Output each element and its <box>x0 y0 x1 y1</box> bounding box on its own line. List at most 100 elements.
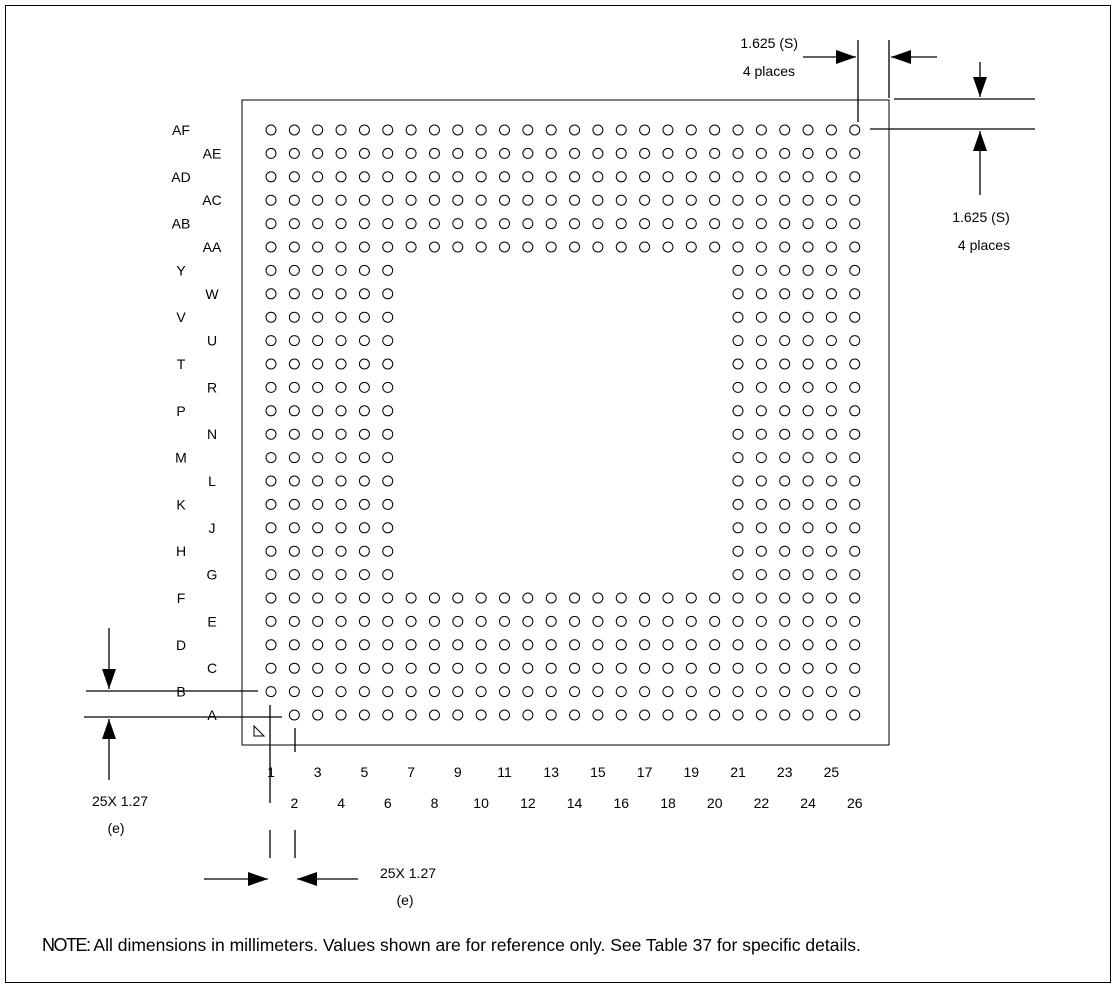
solder-ball <box>755 639 767 651</box>
solder-ball <box>849 709 861 721</box>
solder-ball <box>382 639 394 651</box>
solder-ball <box>849 218 861 230</box>
solder-ball <box>312 498 324 510</box>
solder-ball <box>755 241 767 253</box>
solder-ball <box>475 218 487 230</box>
solder-ball <box>639 686 651 698</box>
solder-ball <box>265 498 277 510</box>
solder-ball <box>288 381 300 393</box>
solder-ball <box>755 592 767 604</box>
solder-ball <box>335 218 347 230</box>
solder-ball <box>545 194 557 206</box>
solder-ball <box>709 686 721 698</box>
solder-ball <box>475 241 487 253</box>
solder-ball <box>639 592 651 604</box>
solder-ball <box>849 288 861 300</box>
solder-ball <box>382 569 394 581</box>
row-label: C <box>207 660 217 676</box>
solder-ball <box>335 639 347 651</box>
solder-ball <box>405 662 417 674</box>
solder-ball <box>732 592 744 604</box>
solder-ball <box>358 405 370 417</box>
solder-ball <box>452 686 464 698</box>
solder-ball <box>265 686 277 698</box>
solder-ball <box>755 335 767 347</box>
solder-ball <box>499 592 510 604</box>
solder-ball <box>569 686 581 698</box>
solder-ball <box>755 405 767 417</box>
right-dimension-value: 1.625 (S) <box>952 209 1010 225</box>
solder-ball <box>592 147 604 159</box>
solder-ball <box>288 147 300 159</box>
solder-ball <box>685 218 697 230</box>
column-label: 16 <box>614 795 630 811</box>
solder-ball <box>545 241 557 253</box>
solder-ball <box>312 335 324 347</box>
solder-ball <box>358 241 370 253</box>
solder-ball <box>265 452 277 464</box>
solder-ball <box>849 381 861 393</box>
solder-ball <box>475 615 487 627</box>
solder-ball <box>335 171 347 183</box>
row-label: K <box>176 496 186 512</box>
solder-ball <box>312 147 324 159</box>
solder-ball <box>428 124 440 136</box>
solder-ball <box>662 662 674 674</box>
solder-ball <box>662 124 674 136</box>
solder-ball <box>639 709 651 721</box>
solder-ball <box>732 709 744 721</box>
solder-ball <box>732 522 744 534</box>
solder-ball <box>499 686 510 698</box>
solder-ball <box>335 498 347 510</box>
solder-ball <box>592 124 604 136</box>
solder-ball <box>685 147 697 159</box>
solder-ball <box>825 592 837 604</box>
solder-ball <box>382 498 394 510</box>
column-label: 7 <box>407 764 415 780</box>
solder-ball <box>382 592 394 604</box>
solder-ball <box>802 569 814 581</box>
solder-ball <box>569 147 581 159</box>
solder-ball <box>592 171 604 183</box>
solder-ball <box>825 639 837 651</box>
solder-ball <box>592 639 604 651</box>
solder-ball <box>569 639 581 651</box>
solder-ball <box>825 311 837 323</box>
solder-ball <box>475 147 487 159</box>
solder-ball <box>358 475 370 487</box>
solder-ball <box>475 639 487 651</box>
solder-ball <box>732 381 744 393</box>
solder-ball <box>499 662 510 674</box>
solder-ball <box>288 311 300 323</box>
solder-ball <box>312 218 324 230</box>
solder-ball <box>779 452 791 464</box>
solder-ball <box>475 194 487 206</box>
solder-ball <box>405 124 417 136</box>
solder-ball <box>755 686 767 698</box>
solder-ball <box>545 147 557 159</box>
solder-ball <box>265 311 277 323</box>
column-label: 5 <box>361 764 369 780</box>
solder-ball <box>592 241 604 253</box>
solder-ball <box>615 662 627 674</box>
figure-frame <box>5 5 1111 983</box>
solder-ball <box>825 545 837 557</box>
solder-ball <box>265 358 277 370</box>
solder-ball <box>849 452 861 464</box>
solder-ball <box>802 358 814 370</box>
solder-ball <box>732 405 744 417</box>
solder-ball <box>662 194 674 206</box>
column-label: 9 <box>454 764 462 780</box>
left-dimension-value: 25X 1.27 <box>92 793 148 809</box>
solder-ball <box>779 311 791 323</box>
solder-ball <box>428 639 440 651</box>
solder-ball <box>499 241 510 253</box>
solder-ball <box>382 662 394 674</box>
solder-ball <box>615 241 627 253</box>
row-label: R <box>207 379 217 395</box>
solder-ball <box>849 147 861 159</box>
solder-ball <box>265 241 277 253</box>
solder-ball <box>265 475 277 487</box>
solder-ball <box>358 662 370 674</box>
